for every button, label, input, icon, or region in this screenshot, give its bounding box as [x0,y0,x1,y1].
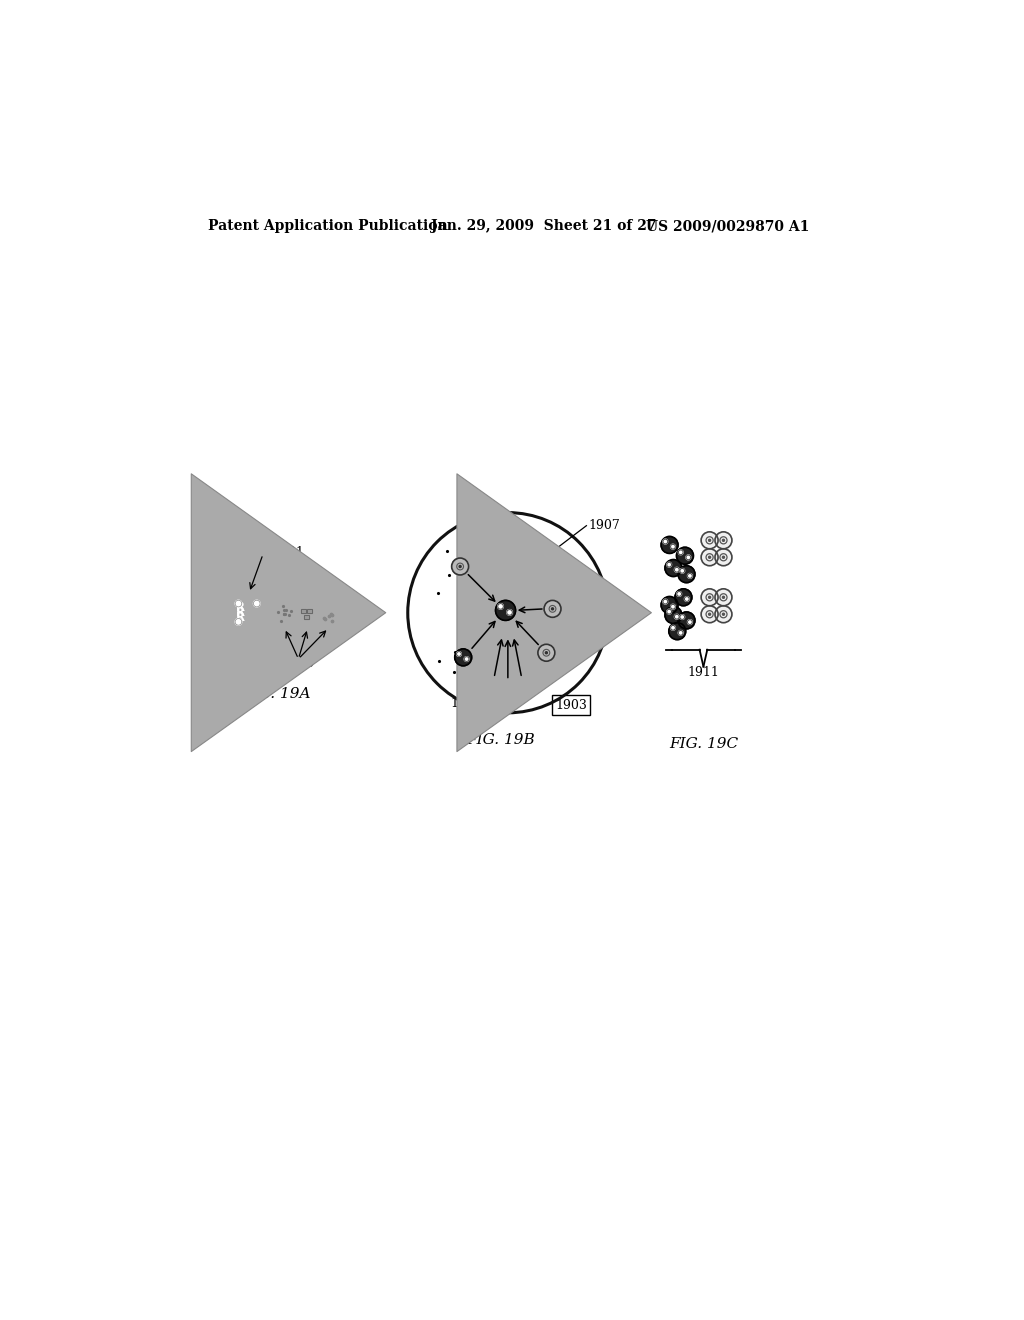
Circle shape [701,532,718,549]
Circle shape [701,606,718,623]
Circle shape [678,631,683,635]
Text: 1903: 1903 [283,657,314,671]
Circle shape [701,589,718,606]
Bar [304,615,308,619]
Circle shape [665,607,682,623]
Circle shape [709,597,711,598]
Bar [304,615,308,619]
Circle shape [464,656,469,661]
Circle shape [457,652,462,656]
Circle shape [687,619,692,624]
Text: R: R [237,601,245,614]
Text: R: R [237,606,245,619]
Text: 1911: 1911 [687,667,720,680]
Circle shape [723,597,724,598]
Circle shape [701,549,718,566]
Circle shape [498,603,504,610]
Text: 1901: 1901 [272,546,304,560]
Circle shape [709,540,711,541]
Circle shape [663,539,668,544]
Circle shape [677,548,693,564]
Circle shape [709,556,711,558]
Circle shape [665,560,682,577]
Circle shape [715,606,732,623]
Text: US 2009/0029870 A1: US 2009/0029870 A1 [646,219,810,234]
Circle shape [675,614,679,619]
Circle shape [253,601,260,607]
Circle shape [459,565,461,568]
Circle shape [686,554,691,560]
Circle shape [715,549,732,566]
Circle shape [684,597,689,602]
Text: 1907: 1907 [589,519,621,532]
Bar [307,609,312,614]
Circle shape [715,589,732,606]
Bar [301,609,306,614]
Circle shape [455,649,472,665]
Circle shape [229,594,266,631]
Circle shape [677,591,682,597]
Circle shape [662,536,678,553]
Circle shape [671,626,676,630]
Circle shape [671,605,675,609]
Circle shape [680,569,685,573]
Circle shape [538,644,555,661]
Text: 1903: 1903 [555,698,587,711]
Circle shape [715,532,732,549]
Circle shape [507,610,512,615]
Circle shape [675,568,679,572]
Circle shape [667,562,672,568]
Circle shape [544,601,561,618]
Circle shape [236,619,242,626]
Circle shape [669,623,686,640]
Circle shape [271,601,298,627]
Circle shape [723,540,724,541]
Circle shape [667,610,672,614]
Text: Patent Application Publication: Patent Application Publication [208,219,447,234]
Circle shape [315,601,342,627]
Circle shape [680,615,685,619]
Bar [301,609,306,614]
Circle shape [295,601,321,627]
Text: Jan. 29, 2009  Sheet 21 of 27: Jan. 29, 2009 Sheet 21 of 27 [431,219,656,234]
Text: R: R [237,611,245,624]
Circle shape [236,601,242,607]
Circle shape [662,597,678,614]
Circle shape [678,566,695,582]
Circle shape [687,573,692,578]
Text: FIG. 19C: FIG. 19C [670,737,738,751]
Circle shape [671,544,675,549]
Circle shape [678,550,683,554]
Circle shape [663,599,668,605]
Circle shape [709,614,711,615]
Circle shape [675,589,692,606]
Bar [307,609,312,614]
Circle shape [496,601,515,620]
Circle shape [678,612,695,628]
Circle shape [452,558,469,576]
Circle shape [723,614,724,615]
Text: 1904: 1904 [451,697,482,710]
Circle shape [723,556,724,558]
Circle shape [546,652,548,653]
Text: FIG. 19B: FIG. 19B [466,733,535,747]
Circle shape [552,607,554,610]
Text: FIG. 19A: FIG. 19A [243,686,310,701]
